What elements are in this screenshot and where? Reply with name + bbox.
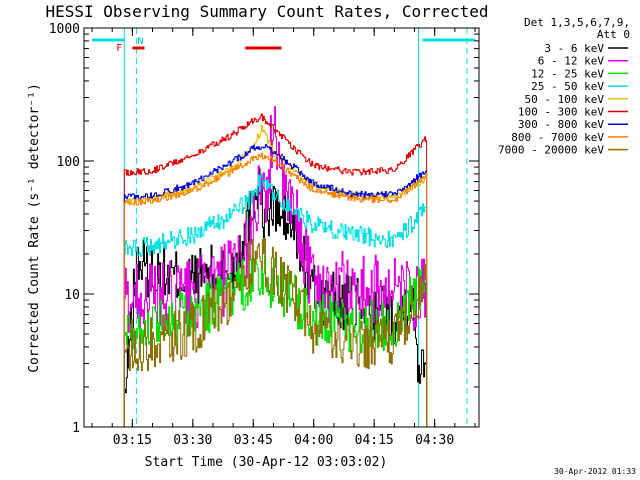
- x-tick-label: 03:45: [234, 433, 273, 448]
- x-tick-label: 03:15: [113, 433, 152, 448]
- x-tick-label: 03:30: [173, 433, 212, 448]
- x-tick-label: 04:15: [355, 433, 394, 448]
- y-tick-label: 100: [57, 155, 80, 170]
- legend-entry-label: 100 - 300 keV: [518, 106, 604, 119]
- y-axis-ticks: 1 10 100 1000: [49, 22, 479, 436]
- series-line: [123, 152, 428, 427]
- legend-entry-label: 6 - 12 keV: [538, 55, 605, 68]
- x-axis-ticks: 03:15 03:30 03:45 04:00 04:15 04:30: [91, 28, 476, 448]
- series-line: [123, 237, 428, 427]
- legend-entry-label: 12 - 25 keV: [531, 67, 604, 80]
- chart-title: HESSI Observing Summary Count Rates, Cor…: [45, 2, 488, 21]
- legend-entry-label: 3 - 6 keV: [544, 42, 604, 55]
- legend-header-attenuator: Att 0: [597, 28, 630, 41]
- flag-label-f: F: [116, 43, 122, 54]
- legend-entry-label: 300 - 800 keV: [518, 118, 604, 131]
- legend-entry-label: 25 - 50 keV: [531, 80, 604, 93]
- series-line: [123, 167, 428, 427]
- series-line: [123, 173, 428, 427]
- y-axis-label: Corrected Count Rate (s⁻¹ detector⁻¹): [27, 83, 42, 373]
- series-line: [123, 113, 428, 427]
- legend-entry-label: 800 - 7000 keV: [511, 131, 604, 144]
- x-tick-label: 04:00: [294, 433, 333, 448]
- legend-entry-label: 7000 - 20000 keV: [498, 144, 604, 157]
- y-tick-label: 1000: [49, 22, 80, 37]
- y-tick-label: 1: [72, 421, 80, 436]
- y-tick-label: 10: [64, 288, 80, 303]
- x-axis-label: Start Time (30-Apr-12 03:03:02): [145, 455, 388, 470]
- plot-frame: [83, 27, 480, 428]
- legend-entry-label: 50 - 100 keV: [525, 93, 605, 106]
- timestamp: 30-Apr-2012 01:33: [554, 467, 636, 476]
- x-tick-label: 04:30: [415, 433, 454, 448]
- series-line: [123, 144, 428, 427]
- legend-header-detectors: Det 1,3,5,6,7,9,: [524, 16, 630, 29]
- series-line: [123, 125, 428, 427]
- flag-label-n: N: [137, 36, 143, 47]
- series-layer: [123, 106, 428, 427]
